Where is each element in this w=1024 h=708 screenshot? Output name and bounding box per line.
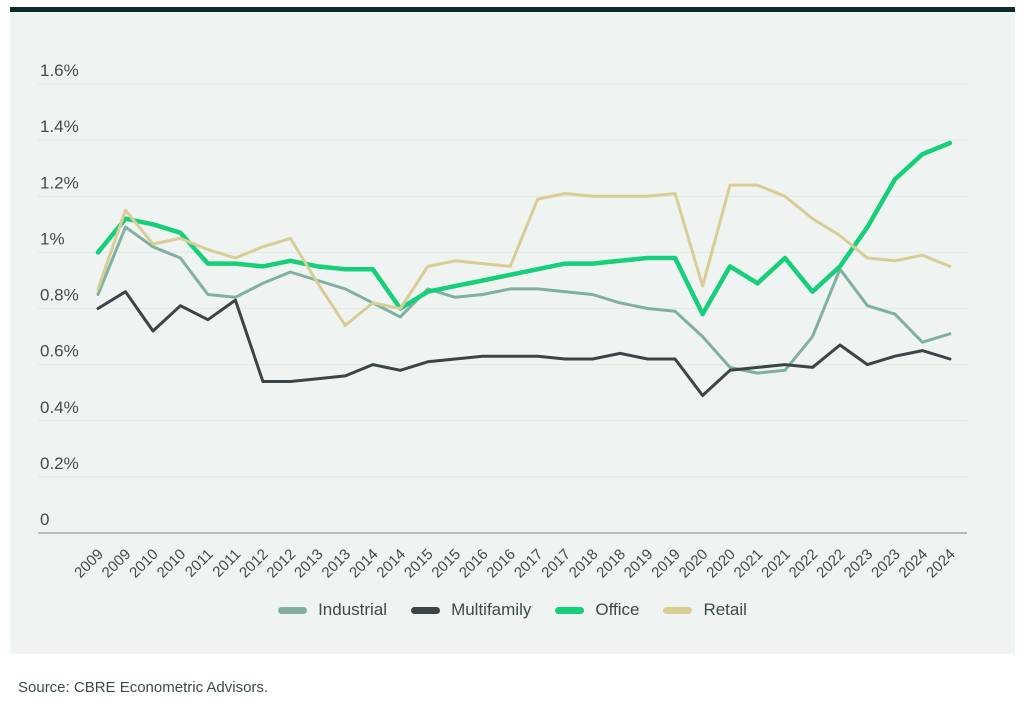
x-axis-tick-label: 2020 — [676, 546, 712, 582]
x-axis-tick-label: 2015 — [401, 546, 437, 582]
x-axis-tick-label: 2023 — [868, 546, 904, 582]
y-axis-tick-label: 0.6% — [40, 342, 79, 361]
x-axis-tick-label: 2010 — [154, 546, 190, 582]
legend-label: Industrial — [318, 600, 388, 619]
x-axis-tick-label: 2023 — [841, 546, 877, 582]
legend-label: Office — [595, 600, 640, 619]
legend-swatch-multifamily — [411, 606, 441, 614]
series-line-retail — [96, 183, 952, 327]
legend-item-retail: Retail — [663, 600, 747, 620]
x-axis-tick-label: 2022 — [786, 546, 822, 582]
series-line-multifamily — [96, 290, 952, 397]
legend-item-office: Office — [555, 600, 639, 620]
x-axis-tick-label: 2011 — [209, 546, 244, 581]
y-axis-tick-label: 0.4% — [40, 398, 79, 417]
y-axis-tick-label: 0.2% — [40, 454, 79, 473]
x-axis-tick-label: 2020 — [703, 546, 739, 582]
x-axis-tick-label: 2015 — [428, 546, 464, 582]
x-axis-tick-label: 2021 — [731, 546, 767, 582]
chart-card: 0 0.2% 0.4% 0.6% 0.8% 1% 1.2% 1.4% 1.6% 2009 2009 2… — [10, 7, 1015, 654]
x-axis-tick-label: 2011 — [182, 546, 217, 581]
x-axis-tick-label: 2013 — [319, 546, 355, 582]
source-note: Source: CBRE Econometric Advisors. — [18, 679, 269, 696]
x-axis-tick-label: 2017 — [538, 546, 574, 582]
x-axis-tick-label: 2021 — [758, 546, 794, 582]
legend-swatch-office — [555, 606, 585, 614]
legend-label: Retail — [703, 600, 747, 619]
legend-swatch-industrial — [278, 606, 308, 614]
y-axis-tick-label: 0.8% — [40, 286, 79, 305]
y-axis-tick-label: 1.6% — [40, 61, 79, 80]
x-axis-tick-label: 2017 — [511, 546, 547, 582]
x-axis-tick-label: 2018 — [593, 546, 629, 582]
x-axis-tick-label: 2024 — [923, 546, 959, 582]
series-line-office — [95, 140, 953, 317]
y-axis-tick-label: 1.4% — [40, 117, 79, 136]
series-line-industrial — [96, 225, 952, 375]
y-axis-tick-label: 1.2% — [40, 173, 79, 192]
x-axis-tick-label: 2012 — [236, 546, 272, 582]
x-axis-tick-label: 2014 — [346, 546, 382, 582]
x-axis-tick-label: 2013 — [291, 546, 327, 582]
x-axis-tick-label: 2012 — [264, 546, 300, 582]
legend-label: Multifamily — [451, 600, 532, 619]
x-axis-tick-label: 2019 — [621, 546, 657, 582]
x-axis-tick-label: 2022 — [813, 546, 849, 582]
x-axis-tick-label: 2024 — [896, 546, 932, 582]
x-axis-tick-label: 2009 — [71, 546, 107, 582]
legend-item-multifamily: Multifamily — [411, 600, 531, 620]
x-axis-tick-label: 2014 — [373, 546, 409, 582]
legend-item-industrial: Industrial — [278, 600, 387, 620]
x-axis-tick-label: 2018 — [566, 546, 602, 582]
x-axis-tick-label: 2009 — [99, 546, 135, 582]
x-axis-tick-label: 2010 — [126, 546, 162, 582]
x-axis-tick-label: 2016 — [456, 546, 492, 582]
y-axis-tick-label: 0 — [40, 510, 49, 529]
x-axis-tick-label: 2019 — [648, 546, 684, 582]
chart-legend: Industrial Multifamily Office Retail — [10, 600, 1015, 620]
legend-swatch-retail — [663, 606, 693, 614]
y-axis-tick-label: 1% — [40, 229, 65, 248]
x-axis-tick-label: 2016 — [483, 546, 519, 582]
line-chart: 00.2%0.4%0.6%0.8%1%1.2%1.4%1.6%200920092… — [38, 61, 967, 582]
